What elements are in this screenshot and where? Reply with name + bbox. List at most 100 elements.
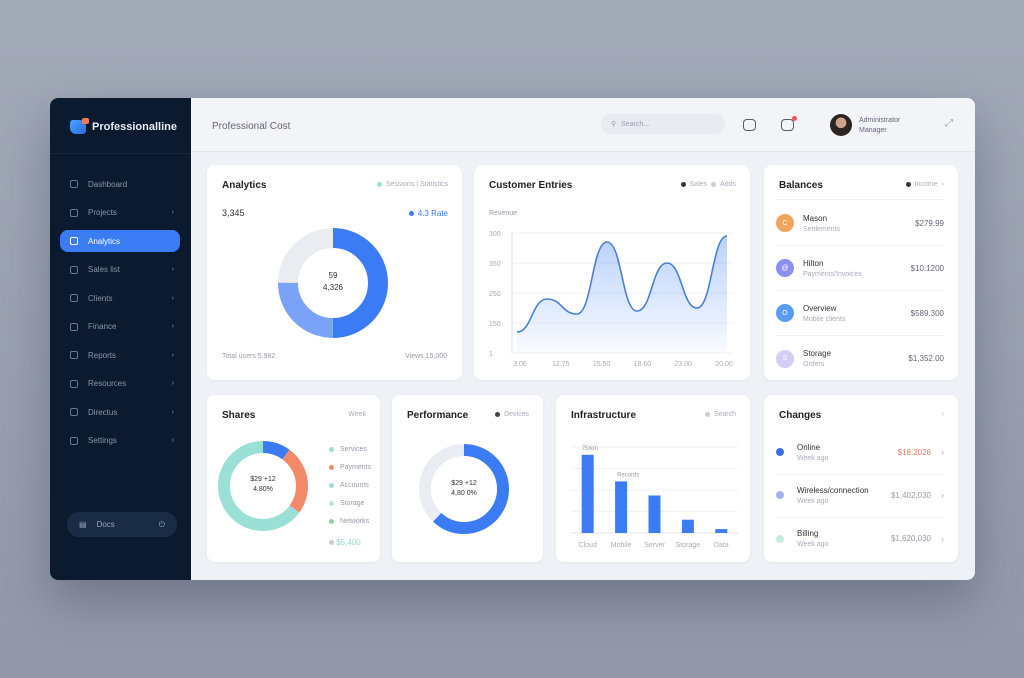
balance-avatar: @ <box>776 259 794 277</box>
x-tick-label: 15.50 <box>593 361 611 368</box>
expand-icon[interactable]: ⤢ <box>945 118 953 129</box>
sidebar-item-sales-list[interactable]: Sales list › <box>60 259 180 281</box>
center-top: $29 +12 <box>451 480 477 487</box>
legend-item: Payments <box>329 458 371 476</box>
breadcrumb: Professional Cost <box>212 121 291 132</box>
app-name: Professionalline <box>92 121 177 133</box>
avatar[interactable] <box>830 114 852 136</box>
change-item[interactable]: Online Week ago $18.2026 › <box>776 430 944 475</box>
file-icon: ▤ <box>79 520 87 529</box>
search-input[interactable]: ⚲ Search... <box>601 114 725 134</box>
x-tick-label: Server <box>644 542 665 549</box>
docs-label: Docs <box>96 520 115 529</box>
balance-avatar: S <box>776 349 794 368</box>
change-item[interactable]: Billing Week ago $1,620,030 › <box>776 516 944 561</box>
x-tick-label: 3.06 <box>513 361 527 368</box>
card-title: Performance <box>407 410 469 421</box>
bar[interactable] <box>581 454 594 533</box>
item-value: $10.1200 <box>910 263 944 273</box>
message-icon[interactable] <box>743 119 756 131</box>
monitor-icon <box>70 237 78 245</box>
item-value: $589.300 <box>910 308 944 318</box>
docs-button[interactable]: ▤ Docs ⏻ <box>67 512 177 537</box>
chevron-right-icon: › <box>171 266 174 273</box>
legend-sales: Sales <box>689 181 708 188</box>
sidebar-item-label: Resources <box>88 379 127 388</box>
shares-total: $5,400 <box>329 538 361 547</box>
legend-label: Payments <box>340 463 372 471</box>
performance-filter[interactable]: Devices <box>495 411 529 418</box>
sidebar-item-finance[interactable]: Finance › <box>60 316 180 338</box>
bar[interactable] <box>681 519 694 533</box>
shares-filter[interactable]: Week <box>348 411 366 418</box>
sidebar-item-clients[interactable]: Clients › <box>60 287 180 309</box>
sidebar-item-label: Clients <box>88 293 113 303</box>
chart-title: Customer Entries <box>489 180 573 191</box>
total-text: $5,400 <box>336 538 361 547</box>
legend-item: Services <box>329 440 371 458</box>
sidebar-item-analytics[interactable]: Analytics <box>60 230 180 252</box>
logo[interactable]: Professionalline <box>70 118 177 134</box>
performance-donut <box>419 444 509 534</box>
chevron-right-icon: › <box>171 323 174 330</box>
rate-badge: 4.3 Rate <box>408 209 448 218</box>
sidebar-item-label: Analytics <box>88 236 121 246</box>
y-tick-label: 250 <box>489 291 501 298</box>
bar[interactable] <box>648 495 661 533</box>
power-icon: ⏻ <box>158 519 165 529</box>
x-tick-label: Cloud <box>579 542 597 549</box>
shares-donut <box>218 441 308 531</box>
item-value: $1,402,030 <box>890 490 931 500</box>
chart-icon <box>70 265 78 274</box>
area-fill <box>517 236 727 353</box>
sidebar-item-directus[interactable]: Directus › <box>60 401 180 423</box>
user-name: Administrator <box>859 117 901 124</box>
donut-center: 59 4,326 <box>277 270 389 294</box>
chart-title: Infrastructure <box>571 410 637 421</box>
sidebar-item-reports[interactable]: Reports › <box>60 344 180 366</box>
bar[interactable] <box>615 481 628 533</box>
item-sub: Settlements <box>803 225 840 233</box>
x-tick-label: 12.75 <box>552 361 570 368</box>
user-role: Manager <box>859 127 887 134</box>
chevron-right-icon: › <box>171 380 174 387</box>
status-dot <box>776 448 784 456</box>
balances-filter[interactable]: Income › <box>905 181 944 188</box>
item-value: $1,352.00 <box>908 354 944 363</box>
y-tick-label: 1 <box>489 351 493 358</box>
line-chart: 1 150 250 350 300 3.06 12.75 15.50 18.60 23.00 20.… <box>489 231 733 368</box>
balance-item[interactable]: C Mason Settlements $279.99 <box>776 201 944 246</box>
center-top: $29 +12 <box>250 476 276 483</box>
performance-card: Performance Devices $29 +12 4,80 0% <box>392 395 543 562</box>
item-value: $1,620,030 <box>890 534 931 543</box>
item-name: Hilton <box>803 258 824 268</box>
item-name: Overview <box>803 303 837 313</box>
sidebar-item-settings[interactable]: Settings › <box>60 430 180 452</box>
balance-item[interactable]: O Overview Mobile clients $589.300 <box>776 291 944 336</box>
notification-icon[interactable] <box>781 116 797 131</box>
chevron-right-icon: › <box>171 351 174 359</box>
change-item[interactable]: Wireless/connection Week ago $1,402,030 › <box>776 473 944 518</box>
changes-card: Changes › Online Week ago $18.2026 › Wireles… <box>764 395 958 562</box>
customer-entries-card: Customer Entries Sales Adds Revenue 1 150 2… <box>474 165 750 380</box>
chevron-right-icon: › <box>941 447 944 457</box>
sidebar-item-label: Finance <box>88 322 117 331</box>
analytics-donut <box>278 228 388 338</box>
balance-item[interactable]: @ Hilton Payments/Invoices $10.1200 <box>776 246 944 291</box>
sidebar-item-dashboard[interactable]: Dashboard <box>60 173 180 195</box>
chevron-right-icon[interactable]: › <box>941 411 944 418</box>
footer-right: Views 15,000 <box>405 353 447 360</box>
sidebar-item-projects[interactable]: Projects › <box>60 202 180 224</box>
user-info[interactable]: Administrator Manager <box>859 116 900 136</box>
balances-card: Balances Income › C Mason Settlements $279.9… <box>764 165 958 380</box>
status-dot <box>776 534 784 543</box>
chart-legend: Search <box>704 411 736 418</box>
chevron-right-icon: › <box>941 490 944 500</box>
item-sub: Week ago <box>797 497 829 505</box>
notification-badge <box>792 116 797 121</box>
x-tick-label: 23.00 <box>674 361 692 368</box>
balance-item[interactable]: S Storage Orders $1,352.00 <box>776 336 944 381</box>
item-value: $279.99 <box>915 218 944 228</box>
sidebar-item-resources[interactable]: Resources › <box>60 373 180 395</box>
bar[interactable] <box>715 529 728 533</box>
